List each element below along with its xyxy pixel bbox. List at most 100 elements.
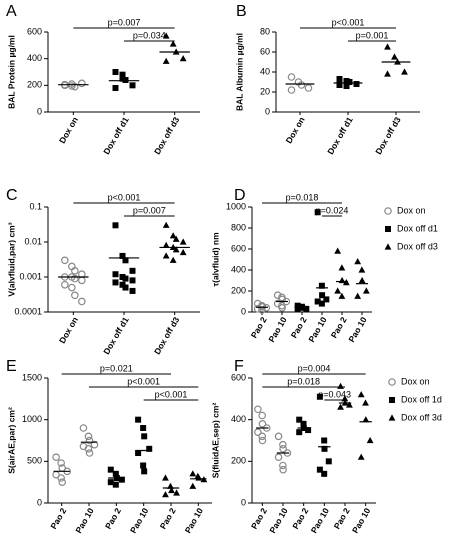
p-value: p<0.001 [127, 376, 160, 386]
panel-letter: E [6, 358, 17, 375]
data-point [141, 468, 148, 475]
data-point [129, 277, 136, 284]
y-tick-label: 0 [241, 497, 246, 507]
data-point [314, 209, 321, 216]
data-point [112, 481, 119, 488]
x-tick-label: Dox on [284, 115, 307, 145]
data-point [297, 81, 306, 89]
data-point [112, 69, 119, 75]
p-value: p=0.043 [318, 389, 351, 399]
data-point [258, 420, 267, 428]
data-point [388, 414, 396, 421]
data-point [384, 43, 391, 50]
data-point [279, 465, 287, 474]
data-point [167, 482, 174, 489]
data-point [362, 416, 370, 423]
data-point [118, 476, 125, 483]
y-tick-label: 60 [260, 46, 270, 56]
legend-label: Dox on [397, 205, 426, 215]
data-point [140, 425, 147, 431]
data-point [346, 79, 353, 85]
data-point [278, 303, 286, 312]
data-point [401, 68, 408, 75]
x-tick-label: Pao 2 [103, 506, 123, 531]
data-point [314, 298, 321, 305]
y-tick-label: 1000 [22, 414, 42, 424]
data-point [321, 470, 328, 477]
data-point [146, 445, 153, 452]
data-point [338, 292, 346, 299]
data-point [338, 276, 346, 284]
data-point [85, 449, 94, 457]
data-point [388, 378, 396, 386]
y-tick-label: 200 [231, 456, 246, 466]
x-tick-label: Pao 10 [309, 506, 331, 535]
y-axis-label: S(airAE,par) cm² [6, 407, 16, 474]
y-tick-label: 0.0001 [14, 306, 42, 316]
x-tick-label: Dox off d1 [101, 115, 131, 156]
data-point [61, 280, 69, 289]
panel: A 0 200 400 600 BAL Protein µg/ml Dox on Dox of… [6, 3, 200, 156]
data-point [119, 71, 126, 78]
data-point [162, 221, 170, 228]
data-point [85, 436, 94, 445]
x-tick-label: Pao 10 [350, 506, 372, 535]
data-point [336, 82, 343, 88]
data-point [122, 257, 129, 264]
data-point [140, 462, 147, 469]
data-point [90, 440, 99, 449]
y-tick-label: 0 [37, 497, 42, 507]
data-point [162, 32, 170, 39]
data-point [343, 83, 350, 89]
data-point [135, 416, 142, 423]
data-point [303, 305, 310, 312]
p-value: p=0.004 [298, 363, 331, 373]
data-point [119, 75, 126, 82]
data-point [141, 433, 148, 440]
data-point [84, 432, 93, 441]
panel-letter: D [234, 187, 246, 204]
y-tick-label: 0.1 [29, 201, 42, 211]
data-point [122, 275, 129, 282]
y-tick-label: 400 [231, 264, 246, 274]
data-point [79, 424, 88, 432]
data-point [362, 287, 370, 294]
y-tick-label: 600 [231, 372, 246, 382]
data-point [384, 243, 392, 250]
x-tick-label: Pao 2 [158, 506, 178, 531]
data-point [287, 86, 296, 94]
data-point [162, 252, 170, 259]
data-point [162, 241, 170, 248]
p-value: p=0.018 [286, 192, 319, 202]
x-tick-label: Dox on [57, 315, 80, 345]
data-point [189, 470, 197, 477]
data-point [353, 81, 360, 87]
data-point [112, 271, 119, 278]
p-value: p<0.001 [155, 389, 188, 399]
data-point [316, 466, 323, 473]
data-point [294, 305, 301, 312]
data-point [78, 276, 86, 285]
data-point [338, 264, 346, 271]
y-axis-label: BAL Protein µg/ml [6, 35, 16, 109]
data-point [112, 85, 119, 91]
legend-label: Dox off 3d [401, 412, 442, 422]
data-point [71, 267, 79, 275]
legend-label: Dox on [401, 376, 430, 386]
x-tick-label: Pao 10 [183, 506, 205, 535]
data-point [389, 397, 395, 403]
data-point [346, 401, 353, 408]
data-point [168, 486, 175, 494]
data-point [57, 459, 65, 467]
x-tick-label: Pao 2 [289, 315, 309, 340]
p-value: p<0.001 [108, 192, 141, 202]
data-point [366, 436, 374, 444]
data-point [334, 247, 342, 254]
y-tick-label: 800 [231, 222, 246, 232]
x-tick-label: Dox off d1 [101, 315, 131, 356]
data-point [129, 82, 136, 89]
y-tick-label: 600 [231, 243, 246, 253]
data-point [84, 445, 93, 453]
